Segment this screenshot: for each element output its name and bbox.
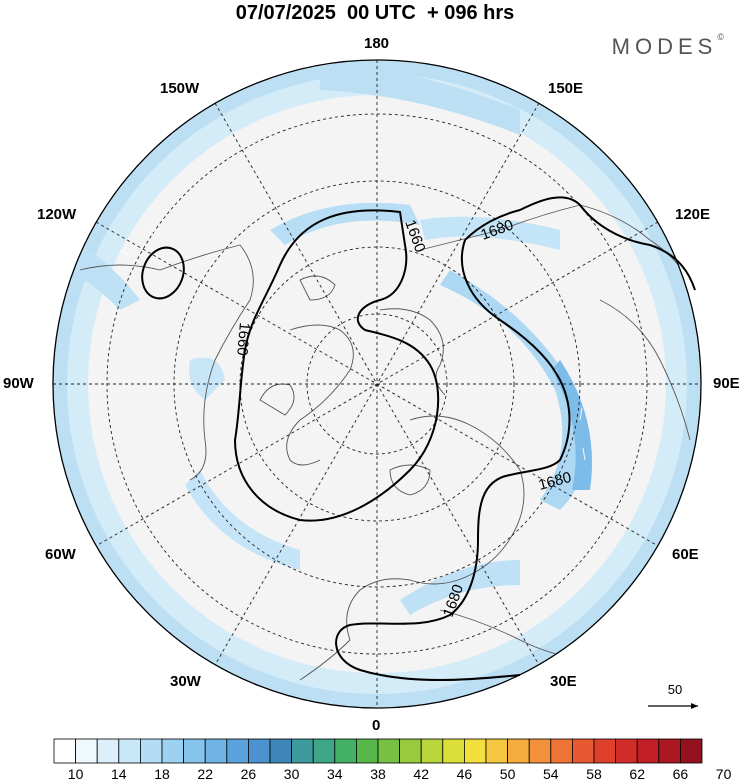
colorbar-swatch (485, 738, 509, 764)
colorbar-swatch (334, 738, 357, 764)
colorbar-swatch (53, 738, 77, 764)
colorbar-swatch (636, 738, 660, 764)
lon-label-150e: 150E (548, 80, 584, 97)
lon-label-90w: 90W (3, 375, 34, 392)
modes-logo: MODES© (611, 32, 724, 60)
colorbar-swatch (420, 738, 444, 764)
lon-label-90e: 90E (713, 375, 740, 392)
colorbar-tick-label: 34 (327, 766, 343, 782)
lon-label-30w: 30W (170, 673, 201, 690)
colorbar-swatch (183, 738, 206, 764)
colorbar-swatch (442, 738, 465, 764)
colorbar-tick-label: 50 (500, 766, 516, 782)
colorbar-swatch (593, 738, 617, 764)
colorbar-swatch (355, 738, 379, 764)
colorbar-tick-label: 10 (68, 766, 84, 782)
copyright-mark: © (717, 32, 724, 42)
colorbar-tick-label: 42 (413, 766, 429, 782)
colorbar-swatch (291, 738, 314, 764)
lon-label-0: 0 (372, 717, 381, 734)
colorbar-swatch (507, 738, 530, 764)
lon-label-120w: 120W (37, 206, 77, 223)
colorbar-swatch (399, 738, 422, 764)
map-border (52, 59, 702, 709)
colorbar-swatch (658, 738, 681, 764)
colorbar-swatch (269, 738, 293, 764)
colorbar-swatch (528, 738, 552, 764)
lon-label-120e: 120E (675, 206, 711, 223)
colorbar-swatch (96, 738, 120, 764)
colorbar-tick-label: 70 (716, 766, 732, 782)
colorbar-swatch (312, 738, 336, 764)
colorbar-swatch (204, 738, 228, 764)
colorbar-swatch (615, 738, 638, 764)
height-contours (141, 196, 696, 681)
colorbar-tick-label: 22 (197, 766, 213, 782)
reference-vector-label: 50 (668, 682, 682, 697)
lon-label-60e: 60E (672, 546, 699, 563)
colorbar-tick-label: 18 (154, 766, 170, 782)
colorbar-tick-label: 14 (111, 766, 127, 782)
reference-vector: 50 (648, 682, 698, 709)
colorbar-tick-label: 66 (673, 766, 689, 782)
colorbar-swatch (377, 738, 401, 764)
arrow-head-icon (691, 703, 698, 709)
lon-label-60w: 60W (45, 546, 76, 563)
lon-label-180: 180 (364, 35, 390, 52)
contour-label: 1660 (233, 322, 253, 357)
colorbar-tick-label: 46 (457, 766, 473, 782)
graticule (53, 60, 701, 708)
colorbar-swatch (680, 738, 703, 764)
colorbar-tick-label: 30 (284, 766, 300, 782)
colorbar-swatch (75, 738, 98, 764)
colorbar-tick-label: 58 (586, 766, 602, 782)
brand-text: MODES (611, 34, 718, 59)
lon-label-30e: 30E (550, 673, 577, 690)
colorbar-swatch (161, 738, 185, 764)
colorbar-tick-label: 54 (543, 766, 559, 782)
colorbar-tick-label: 26 (241, 766, 257, 782)
lon-label-150w: 150W (160, 80, 200, 97)
colorbar-swatch (550, 738, 573, 764)
colorbar: 10 14 18 22 26 30 34 38 42 46 50 54 58 62 66 70 (53, 738, 732, 782)
map-title: 07/07/2025 00 UTC + 096 hrs (235, 2, 515, 24)
colorbar-swatch (118, 738, 141, 764)
colorbar-swatch (139, 738, 163, 764)
colorbar-swatch (463, 738, 487, 764)
colorbar-tick-label: 38 (370, 766, 386, 782)
colorbar-tick-label: 62 (629, 766, 645, 782)
colorbar-swatch (226, 738, 249, 764)
colorbar-swatch (247, 738, 271, 764)
colorbar-swatch (572, 738, 595, 764)
